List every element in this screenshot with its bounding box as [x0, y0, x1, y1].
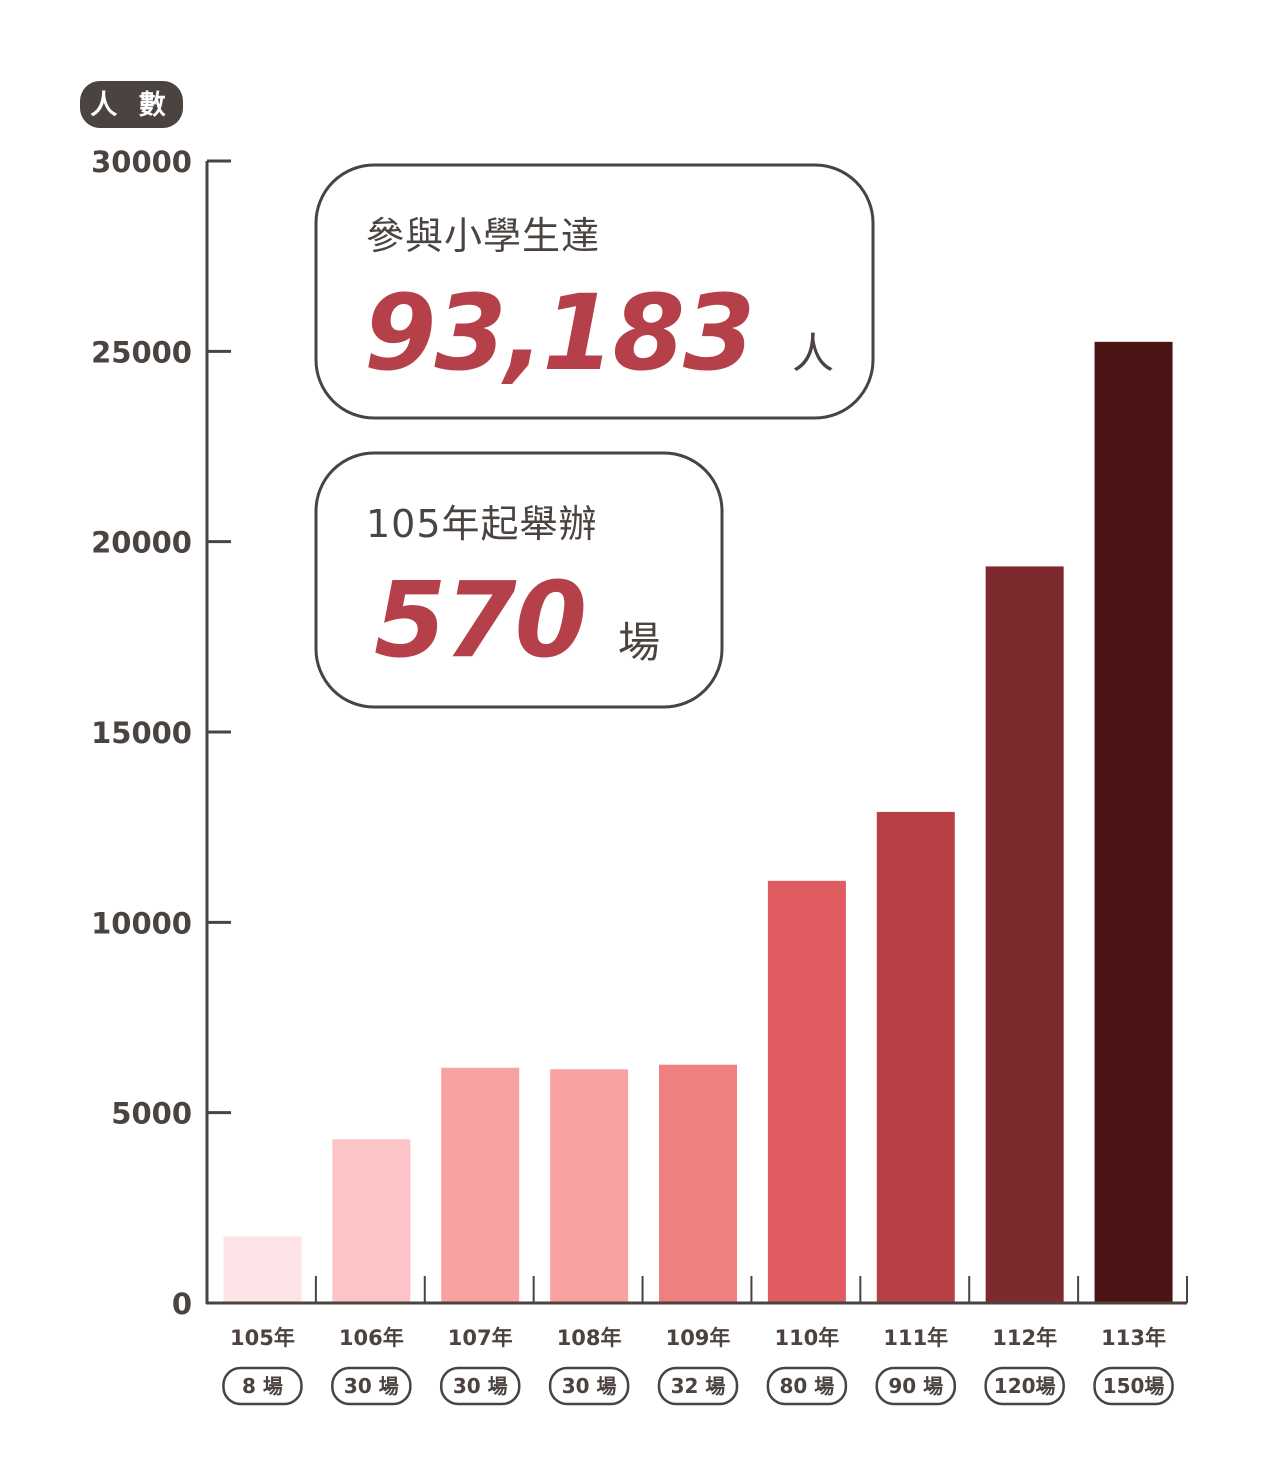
session-pill-label: 8 場 — [242, 1374, 283, 1398]
y-tick-label: 0 — [172, 1287, 192, 1321]
x-category-label: 108年 — [557, 1326, 622, 1350]
session-pill — [1093, 1366, 1174, 1406]
bar — [441, 1067, 520, 1303]
participants-callout-box — [314, 163, 875, 420]
y-tick-label: 15000 — [91, 716, 192, 750]
bar — [223, 1236, 302, 1303]
session-pill — [548, 1366, 630, 1406]
x-category-label: 105年 — [230, 1326, 295, 1350]
x-category-label: 110年 — [774, 1326, 839, 1350]
x-axis-ticks — [314, 1276, 1188, 1303]
y-axis-label-badge: 人 數 — [80, 81, 183, 128]
x-category-label: 106年 — [339, 1326, 404, 1350]
y-axis-label: 人 數 — [90, 90, 171, 121]
session-pill-label: 30 場 — [562, 1374, 617, 1398]
bar — [1094, 341, 1173, 1304]
x-category-label: 109年 — [666, 1326, 731, 1350]
y-tick-label: 30000 — [91, 145, 192, 179]
x-category-label: 113年 — [1101, 1326, 1166, 1350]
x-category-label: 111年 — [883, 1326, 948, 1350]
session-pill — [984, 1366, 1065, 1406]
y-axis-ticks: 0 5000 10000 15000 20000 25000 30000 — [91, 145, 231, 1321]
session-pill-label: 30 場 — [453, 1374, 508, 1398]
sessions-callout: 105年起舉辦 570 場 — [314, 451, 724, 709]
y-axis-label-bg — [80, 81, 183, 128]
bar — [550, 1069, 629, 1303]
session-pill-label: 30 場 — [344, 1374, 399, 1398]
session-pill — [439, 1366, 521, 1406]
participants-callout-value: 93,183 — [364, 272, 753, 394]
bar — [985, 566, 1064, 1303]
session-pill — [875, 1366, 957, 1406]
session-pill-label: 32 場 — [671, 1374, 726, 1398]
session-pill-label: 120場 — [994, 1374, 1056, 1398]
session-pill — [657, 1366, 739, 1406]
bar — [876, 811, 955, 1303]
x-axis-labels: 105年 8 場 106年 30 場 107年 30 場 108年 30 場 109年 32 場 1… — [222, 1326, 1174, 1406]
y-tick-label: 10000 — [91, 906, 192, 940]
sessions-callout-unit: 場 — [618, 618, 660, 667]
session-pill — [222, 1366, 303, 1406]
bar — [767, 880, 846, 1303]
x-category-label: 107年 — [448, 1326, 513, 1350]
participants-callout-title: 參與小學生達 — [366, 214, 600, 258]
session-pill — [766, 1366, 848, 1406]
sessions-callout-box — [314, 451, 724, 709]
sessions-callout-value: 570 — [374, 559, 585, 681]
bar — [332, 1139, 411, 1303]
participants-callout: 參與小學生達 93,183 人 — [314, 163, 875, 420]
y-tick-label: 20000 — [91, 526, 192, 560]
bars-group — [223, 341, 1173, 1304]
session-pill — [331, 1366, 412, 1406]
bar — [659, 1064, 737, 1303]
y-tick-label: 25000 — [91, 335, 192, 369]
session-pill-label: 150場 — [1103, 1374, 1165, 1398]
session-pill-label: 80 場 — [779, 1374, 834, 1398]
participants-callout-unit: 人 — [792, 329, 834, 378]
x-category-label: 112年 — [992, 1326, 1057, 1350]
session-pill-label: 90 場 — [888, 1374, 943, 1398]
sessions-callout-title: 105年起舉辦 — [366, 502, 598, 546]
y-tick-label: 5000 — [111, 1097, 192, 1131]
